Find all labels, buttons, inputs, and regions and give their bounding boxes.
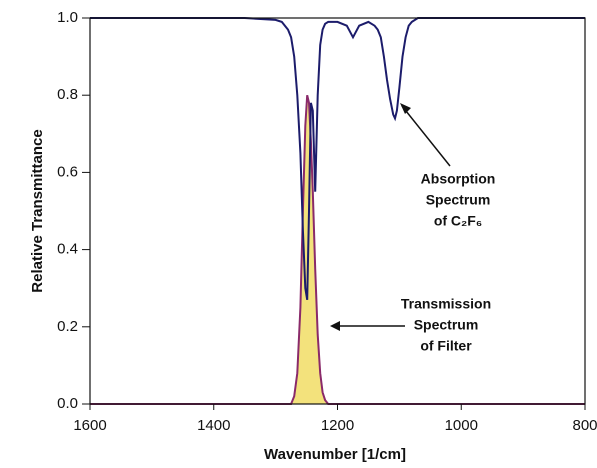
line (90, 94, 585, 405)
annotation: of Filter (420, 338, 472, 354)
line (90, 17, 585, 300)
x-tick-label: 1400 (197, 417, 230, 434)
annotation: Transmission (401, 296, 491, 312)
annotation: Absorption (421, 171, 496, 187)
plot-frame (89, 17, 586, 405)
y-tick-label: 0.2 (57, 318, 78, 335)
y-tick-label: 1.0 (57, 9, 78, 26)
x-axis-title: Wavenumber [1/cm] (264, 446, 406, 463)
arrow-head (330, 321, 340, 331)
y-axis-title: Relative Transmittance (29, 129, 46, 292)
x-tick-label: 1600 (73, 417, 106, 434)
x-tick-label: 1000 (445, 417, 478, 434)
arrow-line (401, 105, 451, 167)
annotation: Spectrum (414, 317, 479, 333)
arrow-head (400, 103, 411, 114)
y-tick-label: 0.6 (57, 163, 78, 180)
x-tick-label: 800 (572, 417, 597, 434)
y-tick-label: 0.4 (57, 241, 78, 258)
y-tick-label: 0.0 (57, 395, 78, 412)
annotation: of C₂F₆ (434, 213, 482, 229)
y-tick-label: 0.8 (57, 86, 78, 103)
arrows (334, 105, 451, 327)
x-tick-label: 1200 (321, 417, 354, 434)
annotation: Spectrum (426, 192, 491, 208)
area (90, 95, 585, 404)
